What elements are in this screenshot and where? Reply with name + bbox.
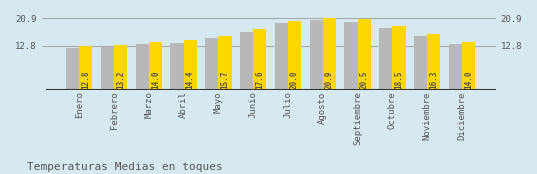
Bar [379, 28, 393, 90]
Bar [427, 34, 440, 90]
Bar [253, 29, 266, 90]
Text: 14.0: 14.0 [464, 70, 473, 89]
Bar [205, 38, 219, 90]
Bar [414, 36, 427, 90]
Bar [393, 26, 405, 90]
Bar [149, 42, 162, 90]
Bar [101, 47, 114, 90]
Bar [184, 40, 197, 90]
Text: 14.4: 14.4 [186, 70, 195, 89]
Bar [358, 19, 371, 90]
Bar [219, 36, 231, 90]
Text: 20.0: 20.0 [290, 70, 299, 89]
Text: 18.5: 18.5 [395, 70, 403, 89]
Text: 15.7: 15.7 [221, 70, 229, 89]
Bar [79, 46, 92, 90]
Bar [170, 42, 184, 90]
Bar [66, 48, 79, 90]
Bar [462, 42, 475, 90]
Text: 17.6: 17.6 [255, 70, 264, 89]
Bar [449, 44, 462, 90]
Text: 14.0: 14.0 [151, 70, 160, 89]
Bar [114, 45, 127, 90]
Bar [323, 18, 336, 90]
Text: 12.8: 12.8 [81, 70, 90, 89]
Bar [309, 20, 323, 90]
Bar [240, 31, 253, 90]
Bar [135, 44, 149, 90]
Text: 20.9: 20.9 [325, 70, 334, 89]
Bar [344, 22, 358, 90]
Text: 13.2: 13.2 [116, 70, 125, 89]
Text: Temperaturas Medias en toques: Temperaturas Medias en toques [27, 162, 223, 172]
Bar [288, 21, 301, 90]
Bar [275, 23, 288, 90]
Text: 16.3: 16.3 [429, 70, 438, 89]
Text: 20.5: 20.5 [360, 70, 369, 89]
